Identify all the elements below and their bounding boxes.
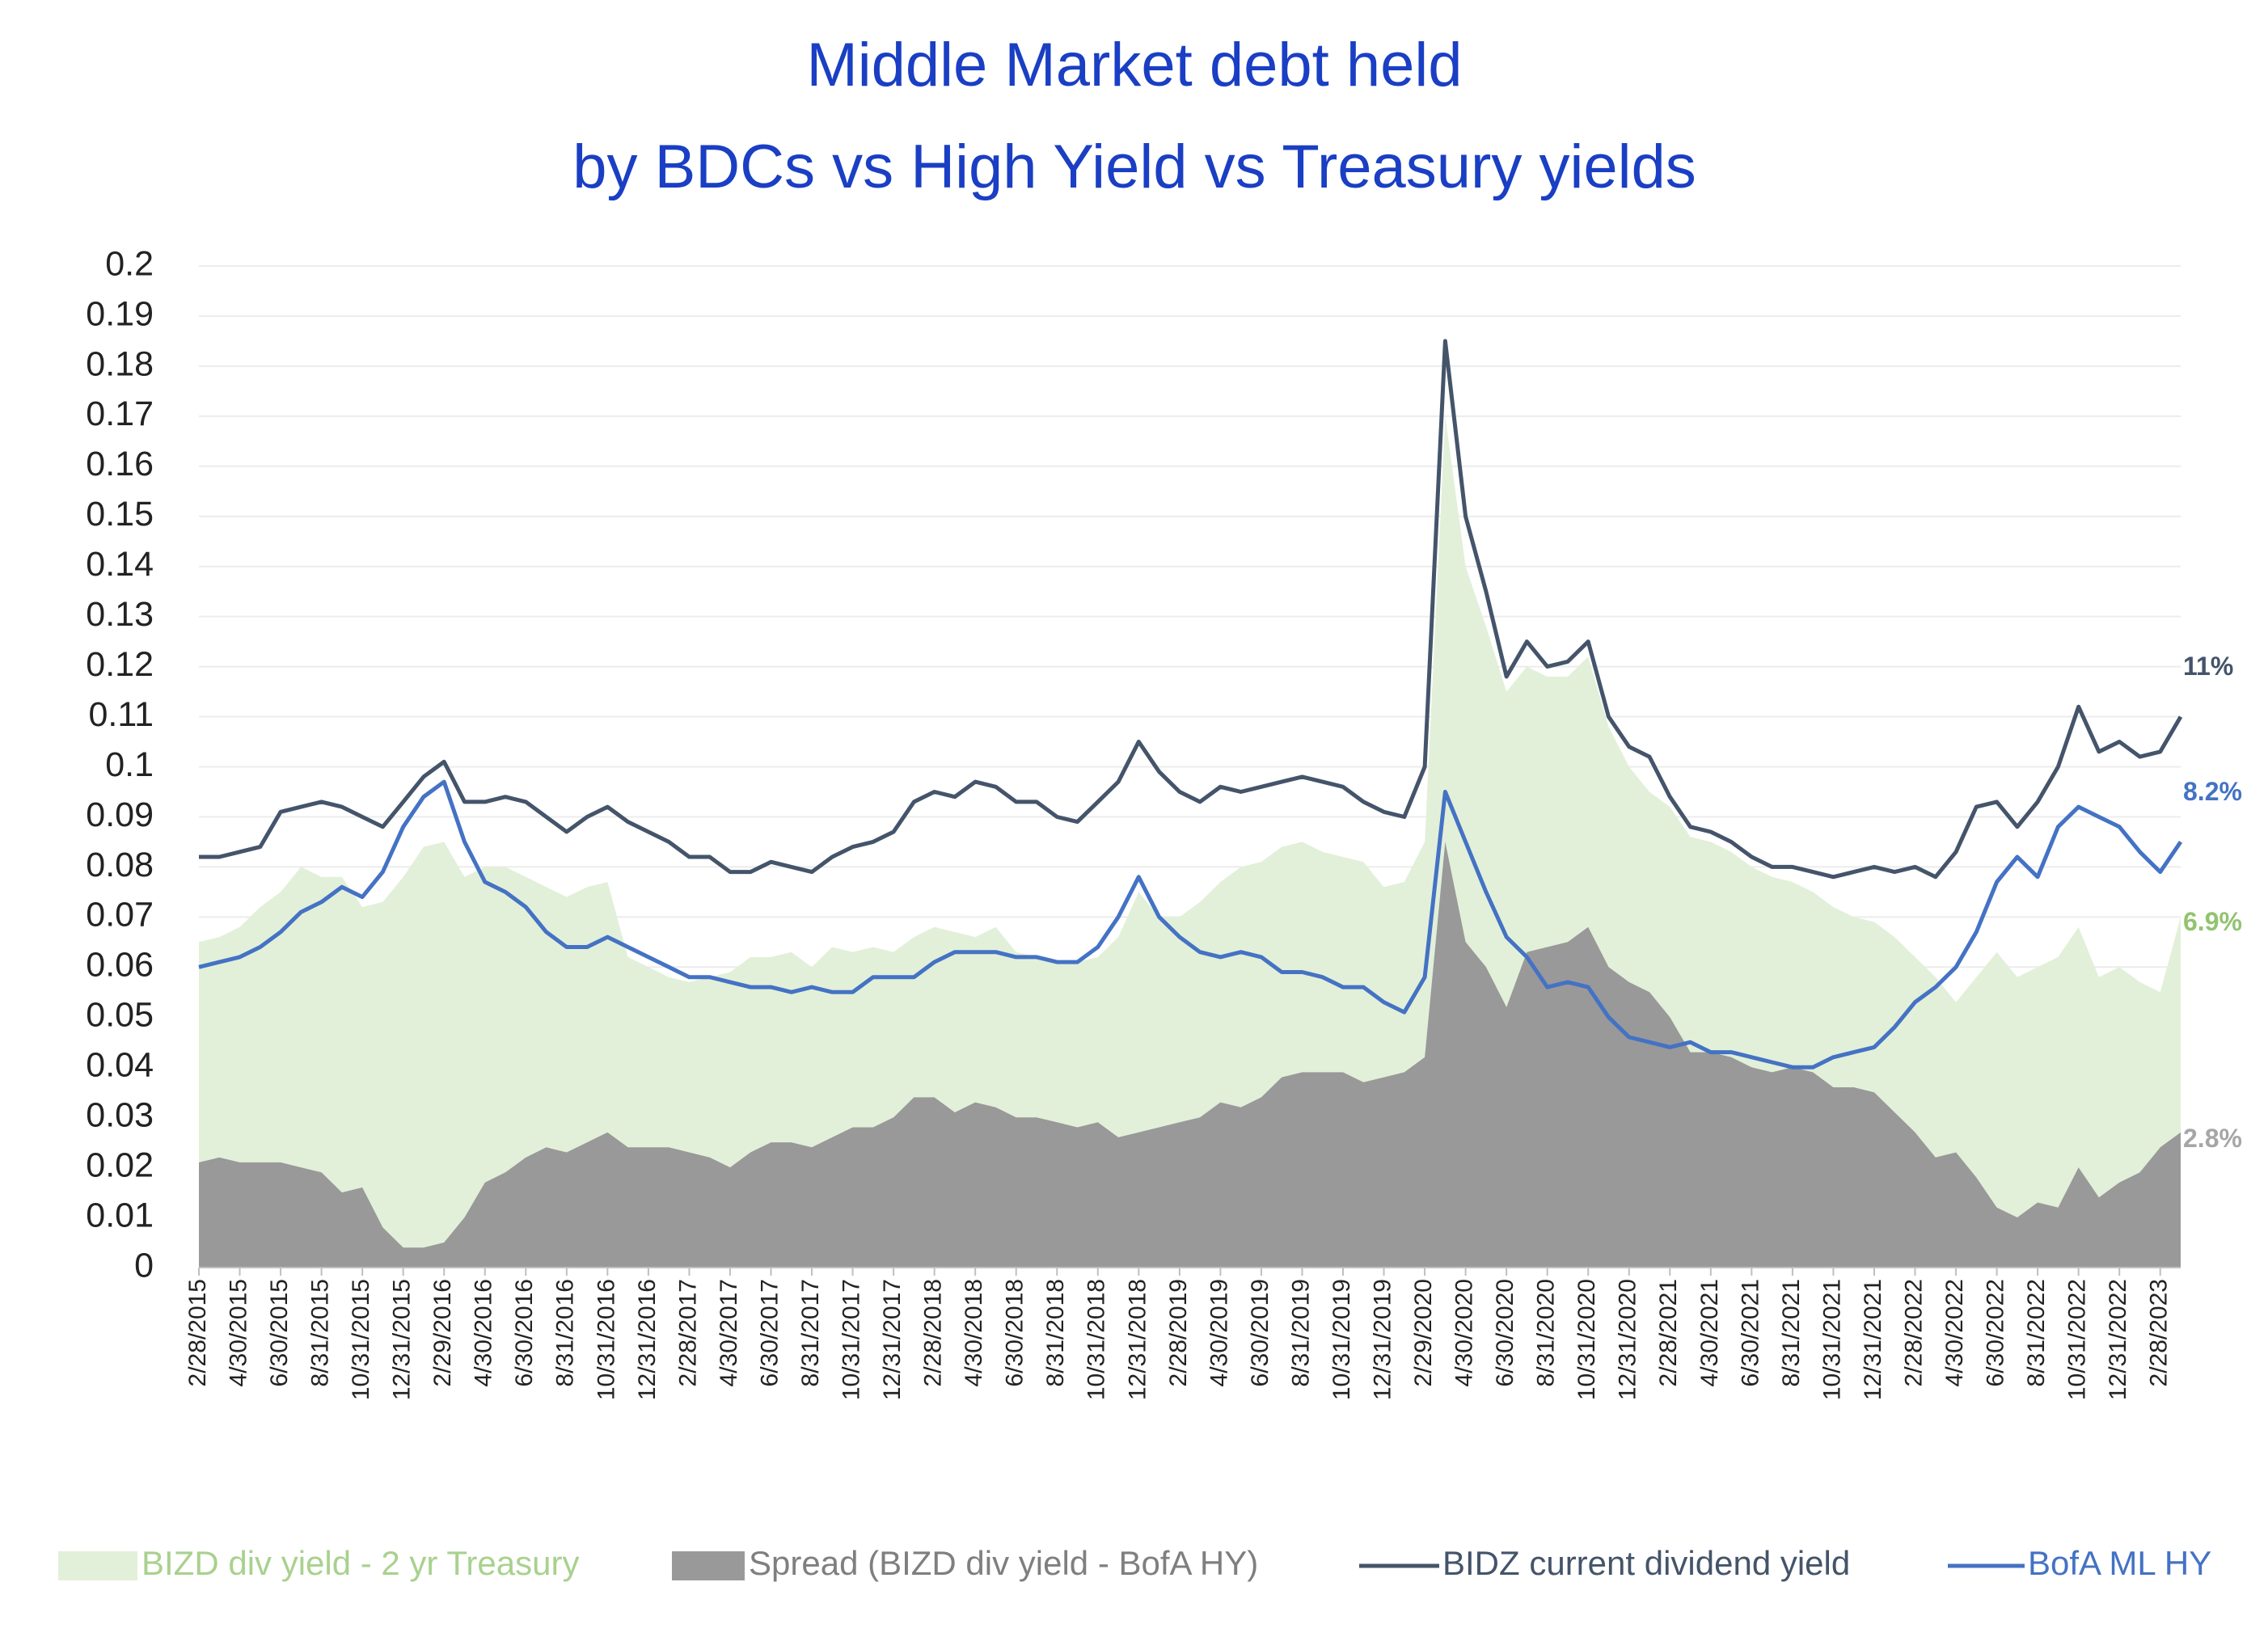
x-tick-label: 6/30/2017: [756, 1279, 783, 1386]
area: [199, 842, 2181, 1268]
x-tick-label: 4/30/2022: [1941, 1279, 1968, 1386]
end-label: 8.2%: [2183, 777, 2242, 806]
line: [199, 339, 2183, 880]
x-tick-label: 2/28/2018: [920, 1279, 947, 1386]
legend-label: BofA ML HY: [2028, 1544, 2211, 1582]
legend-label: BIZD div yield - 2 yr Treasury: [141, 1544, 579, 1582]
y-tick-label: 0.12: [86, 645, 154, 684]
legend-swatch: [672, 1551, 745, 1580]
x-tick-label: 12/31/2015: [389, 1279, 416, 1400]
x-tick-label: 8/31/2022: [2023, 1279, 2050, 1386]
x-tick-label: 4/30/2018: [961, 1279, 987, 1386]
x-tick-label: 2/28/2017: [674, 1279, 701, 1386]
x-tick-label: 2/29/2020: [1410, 1279, 1437, 1386]
end-label: 6.9%: [2183, 907, 2242, 936]
x-tick-label: 6/30/2020: [1492, 1279, 1518, 1386]
chart-title: Middle Market debt held: [806, 31, 1462, 99]
x-tick-label: 4/30/2020: [1451, 1279, 1478, 1386]
y-tick-label: 0.14: [86, 545, 154, 584]
x-tick-label: 10/31/2017: [838, 1279, 864, 1400]
y-tick-label: 0.18: [86, 344, 154, 383]
x-tick-label: 8/31/2015: [307, 1279, 334, 1386]
legend-swatch: [58, 1551, 137, 1580]
y-tick-label: 0.04: [86, 1046, 154, 1085]
x-tick-label: 2/29/2016: [429, 1279, 456, 1386]
x-tick-label: 12/31/2021: [1860, 1279, 1886, 1400]
y-tick-label: 0.06: [86, 946, 154, 985]
x-tick-label: 8/31/2016: [552, 1279, 579, 1386]
chart-title: by BDCs vs High Yield vs Treasury yields: [572, 133, 1696, 201]
x-tick-label: 10/31/2016: [593, 1279, 619, 1400]
y-tick-label: 0.09: [86, 795, 154, 834]
x-tick-label: 2/28/2023: [2146, 1279, 2173, 1386]
y-tick-label: 0.16: [86, 445, 154, 483]
x-tick-label: 8/31/2019: [1287, 1279, 1314, 1386]
y-tick-label: 0.15: [86, 495, 154, 534]
y-tick-label: 0: [134, 1246, 154, 1285]
x-tick-label: 12/31/2019: [1369, 1279, 1396, 1400]
y-tick-label: 0.02: [86, 1145, 154, 1184]
y-tick-label: 0.17: [86, 394, 154, 433]
x-tick-label: 6/30/2021: [1737, 1279, 1763, 1386]
x-tick-label: 2/28/2015: [184, 1279, 211, 1386]
x-tick-label: 10/31/2019: [1328, 1279, 1355, 1400]
y-tick-label: 0.08: [86, 846, 154, 884]
y-tick-label: 0.11: [89, 695, 154, 734]
x-tick-label: 6/30/2018: [1002, 1279, 1028, 1386]
x-tick-label: 12/31/2022: [2105, 1279, 2131, 1400]
x-tick-label: 12/31/2017: [879, 1279, 906, 1400]
x-tick-label: 4/30/2016: [471, 1279, 497, 1386]
x-tick-label: 10/31/2022: [2064, 1279, 2091, 1400]
x-tick-label: 8/31/2021: [1778, 1279, 1805, 1386]
x-tick-label: 10/31/2021: [1818, 1279, 1845, 1400]
x-tick-label: 12/31/2018: [1124, 1279, 1151, 1400]
x-tick-label: 2/28/2019: [1165, 1279, 1192, 1386]
y-tick-label: 0.1: [105, 745, 154, 784]
legend-label: BIDZ current dividend yield: [1442, 1544, 1850, 1582]
x-tick-label: 4/30/2019: [1206, 1279, 1232, 1386]
x-tick-label: 6/30/2022: [1983, 1279, 2009, 1386]
x-tick-label: 2/28/2022: [1900, 1279, 1927, 1386]
y-tick-label: 0.13: [86, 595, 154, 634]
x-tick-label: 10/31/2015: [348, 1279, 374, 1400]
x-tick-label: 6/30/2016: [511, 1279, 538, 1386]
y-tick-label: 0.01: [86, 1196, 154, 1234]
x-tick-label: 8/31/2017: [797, 1279, 824, 1386]
y-tick-label: 0.05: [86, 996, 154, 1035]
x-tick-label: 2/28/2021: [1655, 1279, 1682, 1386]
x-tick-label: 8/31/2018: [1042, 1279, 1069, 1386]
x-tick-label: 6/30/2019: [1247, 1279, 1273, 1386]
x-tick-label: 4/30/2021: [1696, 1279, 1723, 1386]
end-label: 2.8%: [2183, 1124, 2242, 1153]
x-tick-label: 8/31/2020: [1533, 1279, 1560, 1386]
y-tick-label: 0.07: [86, 896, 154, 935]
x-tick-label: 10/31/2020: [1573, 1279, 1600, 1400]
x-tick-label: 10/31/2018: [1083, 1279, 1110, 1400]
x-tick-label: 4/30/2017: [716, 1279, 742, 1386]
y-tick-label: 0.03: [86, 1096, 154, 1135]
end-label: 11%: [2183, 652, 2233, 681]
legend-label: Spread (BIZD div yield - BofA HY): [749, 1544, 1258, 1582]
y-tick-label: 0.19: [86, 294, 154, 333]
x-tick-label: 6/30/2015: [266, 1279, 293, 1386]
x-tick-label: 4/30/2015: [225, 1279, 251, 1386]
x-tick-label: 12/31/2020: [1615, 1279, 1641, 1400]
y-tick-label: 0.2: [105, 244, 154, 283]
x-tick-label: 12/31/2016: [634, 1279, 661, 1400]
line: [198, 779, 2183, 1070]
